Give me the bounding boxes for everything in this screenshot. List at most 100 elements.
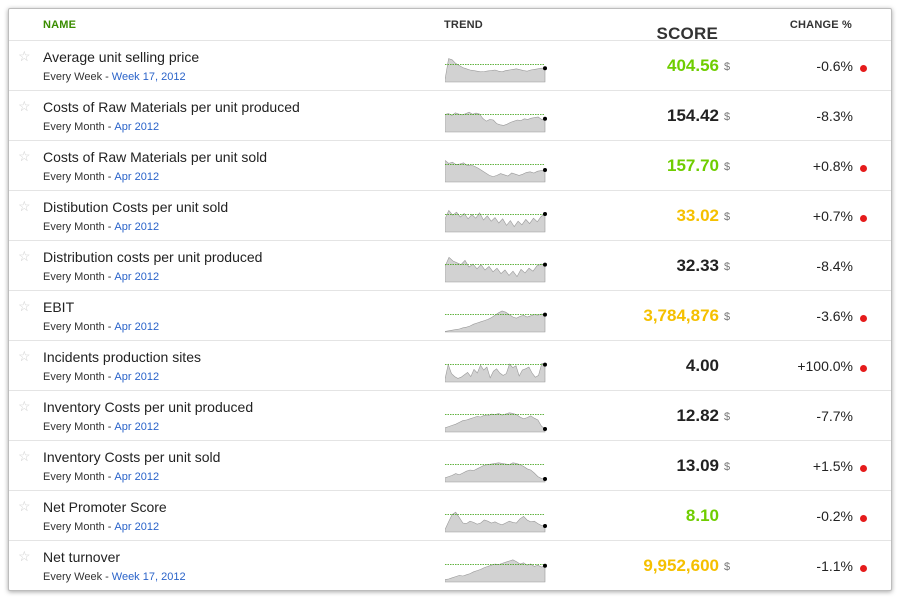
kpi-change: -3.6% <box>816 308 853 324</box>
kpi-name[interactable]: Distribution costs per unit produced <box>43 249 263 265</box>
kpi-name[interactable]: Costs of Raw Materials per unit sold <box>43 149 268 165</box>
trend-last-point <box>543 212 547 216</box>
favorite-star-icon[interactable]: ☆ <box>18 198 31 214</box>
kpi-frequency-line: Every Month - Apr 2012 <box>43 221 159 233</box>
kpi-frequency: Every Month <box>43 271 105 283</box>
kpi-row[interactable]: ☆ Distibution Costs per unit sold Every Mo… <box>9 190 891 241</box>
trend-last-point <box>543 563 547 568</box>
separator: - <box>107 121 112 133</box>
separator: - <box>107 371 112 383</box>
separator: - <box>107 171 112 183</box>
favorite-star-icon[interactable]: ☆ <box>18 398 31 414</box>
kpi-row[interactable]: ☆ EBIT Every Month - Apr 2012 3,784,876 $ -3.6% <box>9 290 891 341</box>
kpi-period-link[interactable]: Apr 2012 <box>114 171 160 183</box>
kpi-row[interactable]: ☆ Inventory Costs per unit produced Every … <box>9 390 891 441</box>
kpi-change: -0.2% <box>816 508 853 524</box>
kpi-name[interactable]: Incidents production sites <box>43 349 201 365</box>
favorite-star-icon[interactable]: ☆ <box>18 548 31 564</box>
trend-area <box>445 559 546 583</box>
kpi-period-link[interactable]: Apr 2012 <box>114 321 160 333</box>
trend-sparkline <box>445 209 547 233</box>
kpi-name[interactable]: Inventory Costs per unit produced <box>43 399 254 415</box>
favorite-star-icon[interactable]: ☆ <box>18 498 31 514</box>
kpi-unit: $ <box>724 561 731 573</box>
kpi-period-link[interactable]: Week 17, 2012 <box>111 71 186 83</box>
trend-sparkline <box>445 511 547 533</box>
favorite-star-icon[interactable]: ☆ <box>18 48 31 64</box>
kpi-change: -7.7% <box>816 408 853 424</box>
kpi-period-link[interactable]: Apr 2012 <box>114 271 160 283</box>
separator: - <box>107 221 112 233</box>
kpi-change: +100.0% <box>797 358 853 374</box>
kpi-score: 13.09 <box>676 456 719 475</box>
trend-last-point <box>543 312 547 317</box>
kpi-row[interactable]: ☆ Average unit selling price Every Week - We… <box>9 40 891 91</box>
kpi-row[interactable]: ☆ Net turnover Every Week - Week 17, 2012 9,9… <box>9 540 891 590</box>
column-header-trend[interactable]: TREND <box>444 19 483 31</box>
trend-area <box>445 462 546 483</box>
kpi-frequency: Every Month <box>43 371 105 383</box>
favorite-star-icon[interactable]: ☆ <box>18 298 31 314</box>
kpi-row[interactable]: ☆ Incidents production sites Every Month - A… <box>9 340 891 391</box>
kpi-unit: $ <box>724 211 731 223</box>
kpi-period-link[interactable]: Apr 2012 <box>114 371 160 383</box>
kpi-frequency: Every Month <box>43 221 105 233</box>
column-header-name[interactable]: NAME <box>43 19 77 31</box>
kpi-score: 8.10 <box>685 506 719 525</box>
kpi-frequency-line: Every Month - Apr 2012 <box>43 371 159 383</box>
alert-dot-icon <box>860 515 867 522</box>
favorite-star-icon[interactable]: ☆ <box>18 148 31 164</box>
kpi-period-link[interactable]: Apr 2012 <box>114 421 160 433</box>
kpi-frequency: Every Month <box>43 171 105 183</box>
kpi-name[interactable]: Costs of Raw Materials per unit produced <box>43 99 300 115</box>
column-header-change[interactable]: CHANGE % <box>789 19 852 31</box>
trend-area <box>445 412 546 433</box>
kpi-row[interactable]: ☆ Inventory Costs per unit sold Every Mont… <box>9 440 891 491</box>
alert-dot-icon <box>860 565 867 572</box>
kpi-period-link[interactable]: Week 17, 2012 <box>111 571 186 583</box>
kpi-name[interactable]: Net turnover <box>43 549 121 565</box>
separator: - <box>107 321 112 333</box>
trend-last-point <box>543 262 547 267</box>
trend-area <box>445 160 546 183</box>
kpi-row[interactable]: ☆ Distribution costs per unit produced Eve… <box>9 240 891 291</box>
favorite-star-icon[interactable]: ☆ <box>18 348 31 364</box>
kpi-change: -8.4% <box>816 258 853 274</box>
kpi-score: 4.00 <box>685 356 719 375</box>
alert-dot-icon <box>860 465 867 472</box>
kpi-row[interactable]: ☆ Costs of Raw Materials per unit sold Eve… <box>9 140 891 191</box>
kpi-change: +0.7% <box>812 208 853 224</box>
trend-last-point <box>543 427 547 431</box>
kpi-name[interactable]: Inventory Costs per unit sold <box>43 449 221 465</box>
favorite-star-icon[interactable]: ☆ <box>18 448 31 464</box>
column-header-score[interactable]: SCORE <box>656 24 718 43</box>
trend-sparkline <box>445 310 547 333</box>
kpi-period-link[interactable]: Apr 2012 <box>114 121 160 133</box>
kpi-row[interactable]: ☆ Costs of Raw Materials per unit produce… <box>9 90 891 141</box>
kpi-name[interactable]: EBIT <box>43 299 75 315</box>
kpi-score: 32.33 <box>676 256 719 275</box>
separator: - <box>107 421 112 433</box>
kpi-period-link[interactable]: Apr 2012 <box>114 471 160 483</box>
kpi-frequency-line: Every Month - Apr 2012 <box>43 471 159 483</box>
kpi-row[interactable]: ☆ Net Promoter Score Every Month - Apr 2012 8… <box>9 490 891 541</box>
kpi-change: -1.1% <box>816 558 853 574</box>
favorite-star-icon[interactable]: ☆ <box>18 248 31 264</box>
kpi-change: -8.3% <box>816 108 853 124</box>
kpi-name[interactable]: Average unit selling price <box>43 49 200 65</box>
kpi-name[interactable]: Net Promoter Score <box>43 499 167 515</box>
kpi-change: +1.5% <box>812 458 853 474</box>
kpi-frequency: Every Month <box>43 421 105 433</box>
kpi-unit: $ <box>724 311 731 323</box>
kpi-frequency-line: Every Month - Apr 2012 <box>43 121 159 133</box>
kpi-change: +0.8% <box>812 158 853 174</box>
trend-area <box>445 511 546 533</box>
kpi-period-link[interactable]: Apr 2012 <box>114 221 160 233</box>
kpi-score: 9,952,600 <box>643 556 719 575</box>
kpi-name[interactable]: Distibution Costs per unit sold <box>43 199 229 215</box>
kpi-score: 154.42 <box>667 106 719 125</box>
favorite-star-icon[interactable]: ☆ <box>18 98 31 114</box>
kpi-period-link[interactable]: Apr 2012 <box>114 521 160 533</box>
trend-area <box>445 363 546 383</box>
alert-dot-icon <box>860 365 867 372</box>
